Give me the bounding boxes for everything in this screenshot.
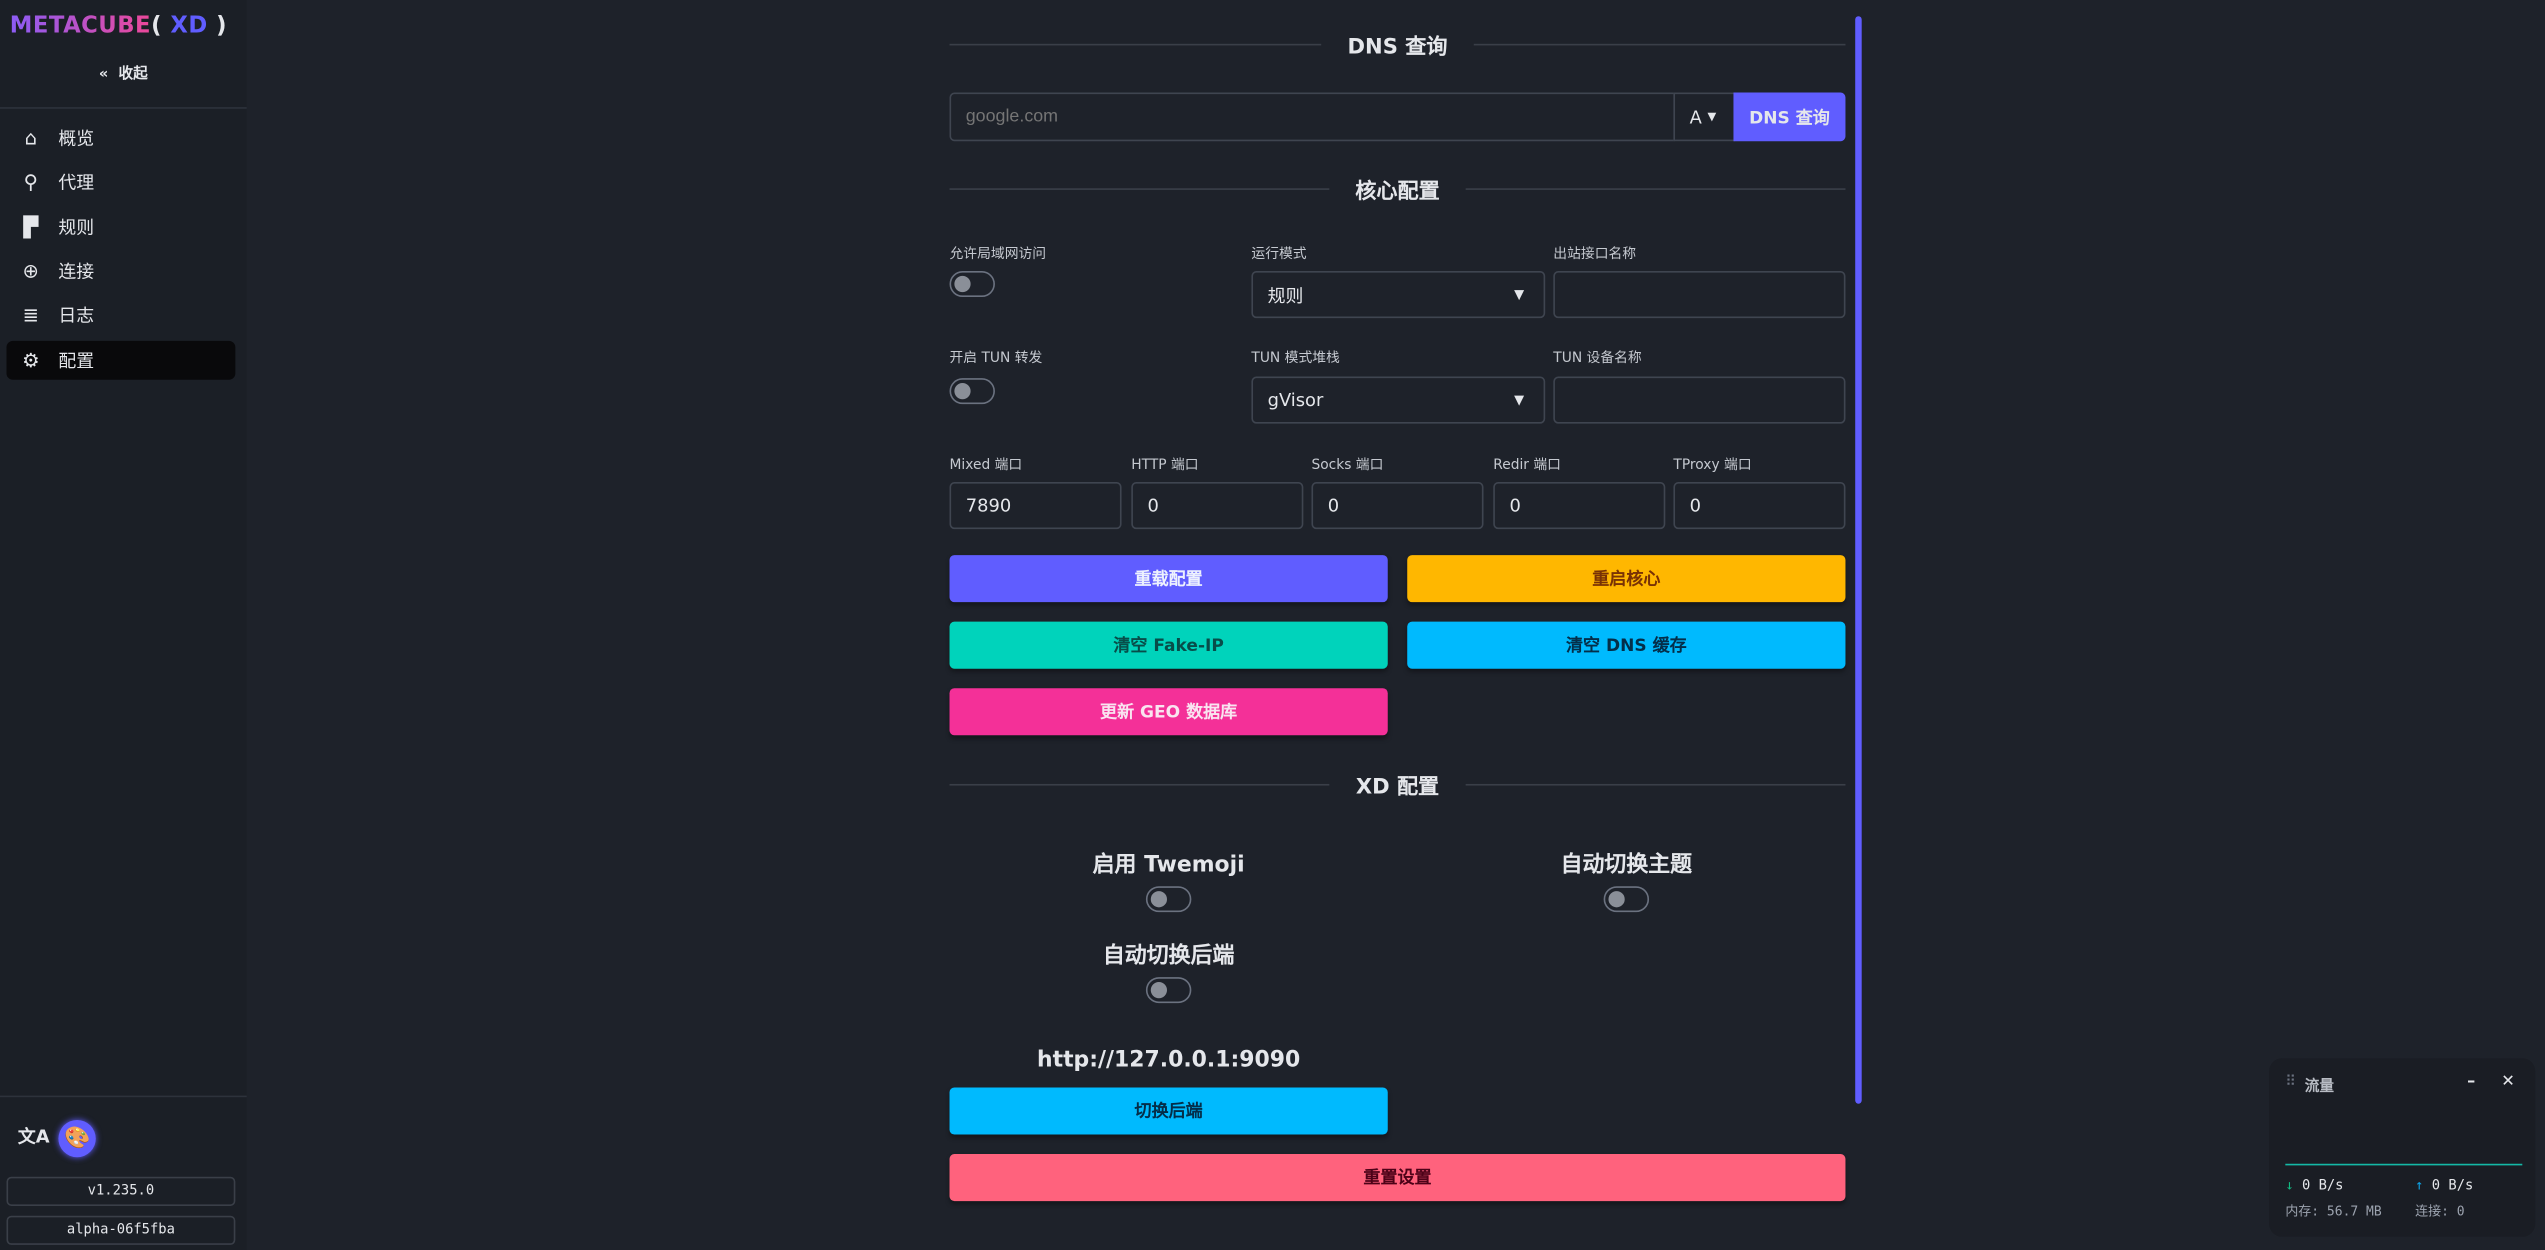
dns-query-button[interactable]: DNS 查询 (1733, 92, 1846, 142)
tun-label: 开启 TUN 转发 (949, 350, 1043, 367)
backend-url: http://127.0.0.1:9090 (1037, 1046, 1301, 1073)
language-icon[interactable]: 文A (17, 1126, 50, 1148)
document-icon: ≣ (22, 303, 40, 327)
tun-device-label: TUN 设备名称 (1553, 350, 1642, 367)
update-geo-button[interactable]: 更新 GEO 数据库 (949, 688, 1388, 736)
caret-down-icon: ▼ (1514, 287, 1525, 302)
memory-usage: 内存: 56.7 MB (2285, 1204, 2382, 1219)
collapse-button[interactable]: « 收起 (98, 66, 148, 83)
redir-port-input[interactable]: 0 (1493, 482, 1666, 530)
globe-stand-icon: ⚲ (23, 170, 38, 194)
sidebar-item-config[interactable]: ⚙ 配置 (6, 340, 236, 380)
home-icon: ⌂ (24, 126, 38, 150)
tproxy-port-label: TProxy 端口 (1673, 457, 1752, 474)
tproxy-port-input[interactable]: 0 (1673, 482, 1846, 530)
sidebar-item-proxies[interactable]: ⚲ 代理 (6, 162, 235, 201)
flush-fakeip-button[interactable]: 清空 Fake-IP (949, 621, 1388, 669)
tun-stack-label: TUN 模式堆栈 (1251, 350, 1340, 367)
auto-theme-toggle[interactable] (1603, 886, 1650, 913)
traffic-widget: ⠿ 流量 – ✕ ↓ 0 B/s ↑ 0 B/s 内存: 56.7 MB 连接:… (2269, 1058, 2536, 1237)
iface-label: 出站接口名称 (1553, 246, 1637, 263)
socks-port-input[interactable]: 0 (1311, 482, 1484, 530)
auto-backend-label: 自动切换后端 (1102, 943, 1235, 969)
auto-theme-label: 自动切换主题 (1560, 852, 1693, 879)
record-type-select[interactable]: A ▼ (1673, 92, 1736, 142)
upload-speed: 0 B/s (2431, 1178, 2474, 1195)
http-port-label: HTTP 端口 (1131, 457, 1199, 474)
sidebar-item-rules[interactable]: ▛ 规则 (6, 208, 235, 247)
network-icon: ⊕ (22, 259, 40, 283)
sidebar-item-overview[interactable]: ⌂ 概览 (6, 118, 235, 157)
mode-select[interactable]: 规则 ▼ (1251, 271, 1546, 319)
tun-device-input[interactable] (1553, 376, 1846, 424)
version-badge: v1.235.0 (6, 1176, 236, 1206)
traffic-title: 流量 (2304, 1079, 2335, 1096)
socks-port-label: Socks 端口 (1311, 457, 1384, 474)
scrollbar[interactable] (1855, 16, 1862, 1104)
sidebar-item-connections[interactable]: ⊕ 连接 (6, 252, 235, 291)
reset-settings-button[interactable]: 重置设置 (949, 1154, 1846, 1202)
minimize-icon[interactable]: – (2467, 1072, 2476, 1091)
redir-port-label: Redir 端口 (1493, 457, 1561, 474)
reload-config-button[interactable]: 重载配置 (949, 555, 1388, 603)
mixed-port-label: Mixed 端口 (949, 457, 1023, 474)
divider (0, 107, 247, 109)
twemoji-label: 启用 Twemoji (1092, 852, 1245, 879)
tun-stack-select[interactable]: gVisor ▼ (1251, 376, 1546, 424)
ruler-icon: ▛ (23, 215, 39, 239)
allow-lan-toggle[interactable] (949, 271, 995, 298)
divider (0, 1095, 247, 1098)
core-section-header: 核心配置 (949, 174, 1846, 205)
sidebar-item-logs[interactable]: ≣ 日志 (6, 295, 235, 334)
drag-handle-icon[interactable]: ⠿ (2285, 1074, 2297, 1091)
mode-label: 运行模式 (1251, 246, 1307, 263)
logo: METACUBE( XD ) (9, 12, 228, 39)
gear-icon: ⚙ (22, 348, 40, 372)
download-speed: 0 B/s (2301, 1178, 2344, 1195)
build-badge: alpha-06f5fba (6, 1215, 236, 1245)
tun-toggle[interactable] (949, 378, 995, 405)
http-port-input[interactable]: 0 (1131, 482, 1304, 530)
restart-core-button[interactable]: 重启核心 (1407, 555, 1846, 603)
iface-input[interactable] (1553, 271, 1846, 319)
download-arrow-icon: ↓ (2285, 1178, 2294, 1195)
flush-dns-button[interactable]: 清空 DNS 缓存 (1407, 621, 1846, 669)
caret-down-icon: ▼ (1707, 110, 1717, 124)
mixed-port-input[interactable]: 7890 (949, 482, 1122, 530)
chevrons-left-icon: « (98, 66, 109, 83)
connection-count: 连接: 0 (2415, 1204, 2465, 1219)
switch-backend-button[interactable]: 切换后端 (949, 1087, 1388, 1135)
auto-backend-toggle[interactable] (1145, 977, 1192, 1004)
dns-section-header: DNS 查询 (949, 29, 1846, 60)
caret-down-icon: ▼ (1514, 392, 1525, 408)
xd-section-header: XD 配置 (949, 769, 1846, 800)
close-icon[interactable]: ✕ (2501, 1072, 2515, 1091)
dns-query-input[interactable] (949, 92, 1676, 142)
sidebar: METACUBE( XD ) « 收起 ⌂ 概览 ⚲ 代理 ▛ 规则 ⊕ 连接 ≣ 日志 … (0, 0, 247, 1250)
palette-icon[interactable]: 🎨 (58, 1119, 96, 1158)
traffic-graph-line (2285, 1163, 2523, 1166)
twemoji-toggle[interactable] (1145, 886, 1192, 913)
upload-arrow-icon: ↑ (2415, 1178, 2424, 1195)
allow-lan-label: 允许局域网访问 (949, 246, 1047, 263)
